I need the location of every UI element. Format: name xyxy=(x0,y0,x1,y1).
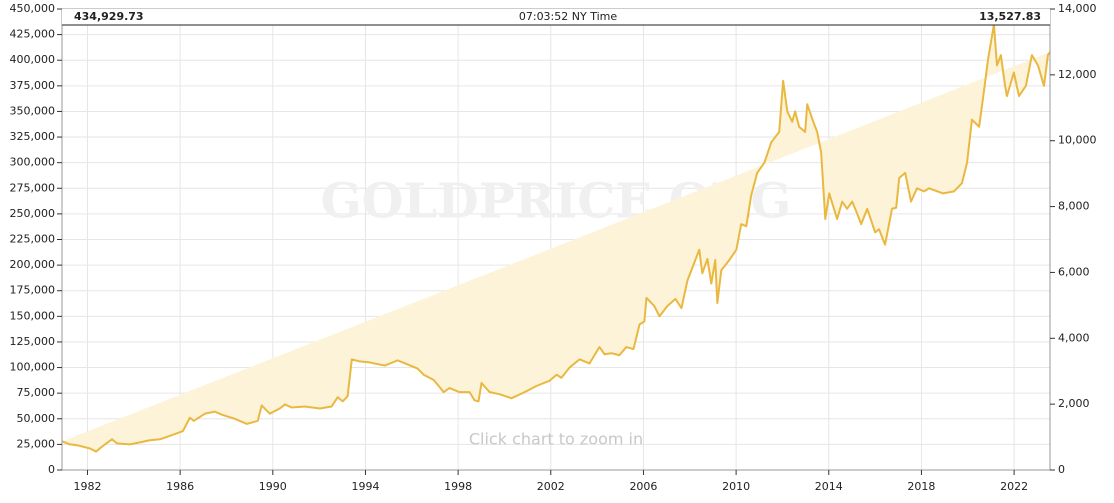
header-bar xyxy=(62,9,1050,25)
y-tick-label: 200,000 xyxy=(10,258,56,271)
y2-tick-label: 8,000 xyxy=(1058,200,1090,213)
price-line xyxy=(61,23,1051,453)
x-tick-label: 2022 xyxy=(1000,480,1028,493)
y-tick-label: 375,000 xyxy=(10,79,56,92)
x-tick-label: 2002 xyxy=(537,480,565,493)
y-tick-label: 50,000 xyxy=(17,412,56,425)
x-tick-label: 2010 xyxy=(722,480,750,493)
y-tick-label: 425,000 xyxy=(10,28,56,41)
y2-tick-label: 4,000 xyxy=(1058,331,1090,344)
y2-tick-label: 0 xyxy=(1058,463,1065,476)
y2-tick-label: 10,000 xyxy=(1058,134,1097,147)
header-left: 434,929.73 xyxy=(74,10,144,23)
y-tick-label: 275,000 xyxy=(10,181,56,194)
y2-tick-label: 6,000 xyxy=(1058,265,1090,278)
y-tick-label: 350,000 xyxy=(10,104,56,117)
x-tick-label: 1982 xyxy=(73,480,101,493)
series xyxy=(61,23,1051,453)
zoom-hint: Click chart to zoom in xyxy=(469,430,643,449)
x-tick-label: 1986 xyxy=(166,480,194,493)
y-tick-label: 0 xyxy=(48,463,55,476)
x-tick-label: 1994 xyxy=(351,480,379,493)
y-tick-label: 125,000 xyxy=(10,335,56,348)
y2-tick-label: 12,000 xyxy=(1058,68,1097,81)
header-center: 07:03:52 NY Time xyxy=(519,10,617,23)
y-tick-label: 300,000 xyxy=(10,156,56,169)
y-tick-label: 25,000 xyxy=(17,437,56,450)
y-tick-label: 450,000 xyxy=(10,2,56,15)
x-tick-label: 1990 xyxy=(259,480,287,493)
y-tick-label: 150,000 xyxy=(10,309,56,322)
x-tick-label: 1998 xyxy=(444,480,472,493)
y-tick-label: 100,000 xyxy=(10,361,56,374)
x-tick-label: 2018 xyxy=(907,480,935,493)
x-tick-label: 2006 xyxy=(629,480,657,493)
y-tick-label: 325,000 xyxy=(10,130,56,143)
y2-tick-label: 2,000 xyxy=(1058,397,1090,410)
y-tick-label: 400,000 xyxy=(10,53,56,66)
axes: 0 25,000 50,000 75,000 100,000 125,000 150,000… xyxy=(10,2,1097,493)
y-tick-label: 75,000 xyxy=(17,386,56,399)
x-tick-label: 2014 xyxy=(815,480,843,493)
header-right: 13,527.83 xyxy=(979,10,1041,23)
y-tick-label: 175,000 xyxy=(10,284,56,297)
y-tick-label: 250,000 xyxy=(10,207,56,220)
y2-tick-label: 14,000 xyxy=(1058,2,1097,15)
y-tick-label: 225,000 xyxy=(10,233,56,246)
